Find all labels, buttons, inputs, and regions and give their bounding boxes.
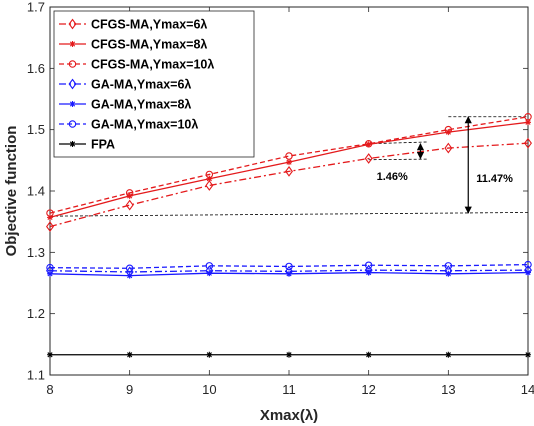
x-tick-label: 8	[46, 382, 53, 397]
series-ga-ma-ymax-8	[47, 269, 531, 279]
data-point	[46, 263, 54, 272]
data-point	[285, 152, 293, 160]
annotations: 1.46% 11.47%	[377, 116, 513, 214]
legend-item-fpa: FPA	[59, 138, 115, 152]
series-fpa	[47, 351, 531, 358]
legend-marker	[68, 120, 77, 128]
legend-label: CFGS-MA,Ymax=6λ	[91, 18, 207, 32]
y-tick-label: 1.5	[27, 122, 45, 137]
data-point	[47, 351, 53, 358]
data-point	[125, 264, 134, 273]
data-point	[285, 262, 293, 271]
data-point	[205, 170, 214, 179]
data-point	[364, 140, 373, 148]
y-tick-label: 1.3	[27, 245, 45, 260]
legend: CFGS-MA,Ymax=6λ CFGS-MA,Ymax=8λ CFGS-MA,Ym…	[53, 10, 255, 158]
data-point	[286, 351, 292, 358]
legend-marker	[69, 141, 76, 147]
legend-item-ga-ma-ymax-10: GA-MA,Ymax=10λ	[59, 118, 198, 132]
data-point	[286, 159, 292, 166]
data-point	[524, 113, 532, 121]
legend-marker	[68, 18, 77, 30]
series-line	[49, 142, 529, 228]
annotation-label: 1.46%	[377, 171, 408, 183]
data-point	[205, 180, 214, 191]
data-point	[47, 214, 53, 221]
x-tick-label: 13	[441, 382, 455, 397]
data-point	[206, 351, 213, 358]
data-point	[525, 119, 531, 126]
x-tick-label: 14	[521, 382, 534, 397]
data-point	[524, 137, 532, 149]
legend-label: GA-MA,Ymax=8λ	[91, 98, 191, 112]
data-point	[444, 125, 453, 134]
data-point	[205, 262, 214, 270]
annotation: 1.46%	[377, 143, 425, 183]
legend-item-ga-ma-ymax-6: GA-MA,Ymax=6λ	[59, 78, 191, 92]
series-ga-ma-ymax-10	[46, 260, 532, 273]
data-point	[206, 175, 213, 182]
legend-label: GA-MA,Ymax=6λ	[91, 78, 191, 92]
legend-marker	[69, 101, 76, 107]
data-point	[286, 270, 292, 277]
series-cfgs-ma-ymax-6	[46, 137, 532, 233]
data-point	[445, 351, 452, 358]
y-tick-label: 1.4	[27, 184, 45, 199]
reference-lines	[49, 116, 529, 217]
data-point	[125, 199, 134, 211]
y-tick-label: 1.6	[27, 61, 45, 76]
data-point	[445, 129, 452, 136]
x-tick-label: 10	[202, 382, 216, 397]
x-axis-label: Xmax(λ)	[260, 407, 318, 424]
legend-marker	[69, 41, 76, 47]
y-axis: 1.1 1.2 1.3 1.4 1.5 1.6 1.7	[27, 0, 528, 383]
y-tick-label: 1.1	[27, 368, 45, 383]
legend-label: GA-MA,Ymax=10λ	[91, 118, 198, 132]
x-axis: 8 9 10 11 12 13 14	[46, 7, 534, 397]
legend-label: CFGS-MA,Ymax=8λ	[91, 38, 207, 52]
data-point	[525, 351, 531, 358]
legend-label: FPA	[91, 138, 115, 152]
data-point	[365, 269, 372, 276]
legend-item-cfgs-ma-ymax-6: CFGS-MA,Ymax=6λ	[59, 18, 207, 32]
legend-box	[53, 10, 255, 158]
legend-marker	[68, 60, 77, 68]
data-point	[126, 272, 133, 279]
data-point	[46, 221, 54, 233]
series-layer	[46, 113, 532, 358]
data-point	[206, 270, 213, 277]
data-point	[444, 142, 453, 154]
legend-item-cfgs-ma-ymax-8: CFGS-MA,Ymax=8λ	[59, 38, 207, 52]
annotation: 11.47%	[464, 116, 513, 214]
data-point	[364, 261, 373, 269]
data-point	[285, 165, 293, 177]
y-tick-label: 1.7	[27, 0, 45, 15]
series-line	[49, 116, 529, 214]
data-point	[365, 351, 372, 358]
x-tick-label: 12	[361, 382, 375, 397]
data-point	[525, 269, 531, 276]
data-point	[445, 270, 452, 277]
data-point	[126, 351, 133, 358]
legend-item-cfgs-ma-ymax-10: CFGS-MA,Ymax=10λ	[59, 58, 214, 72]
data-point	[46, 209, 54, 217]
data-point	[47, 270, 53, 277]
series-cfgs-ma-ymax-10	[46, 113, 532, 217]
data-point	[125, 189, 134, 197]
legend-item-ga-ma-ymax-8: GA-MA,Ymax=8λ	[59, 98, 191, 112]
y-axis-label: Objective function	[3, 126, 20, 257]
annotation-label: 11.47%	[476, 173, 513, 185]
data-point	[365, 141, 372, 148]
data-point	[444, 262, 453, 270]
data-point	[524, 260, 532, 269]
legend-label: CFGS-MA,Ymax=10λ	[91, 58, 214, 72]
x-tick-label: 9	[126, 382, 133, 397]
legend-marker	[68, 78, 77, 90]
x-tick-label: 11	[282, 382, 296, 397]
data-point	[364, 153, 373, 164]
y-tick-label: 1.2	[27, 306, 45, 321]
